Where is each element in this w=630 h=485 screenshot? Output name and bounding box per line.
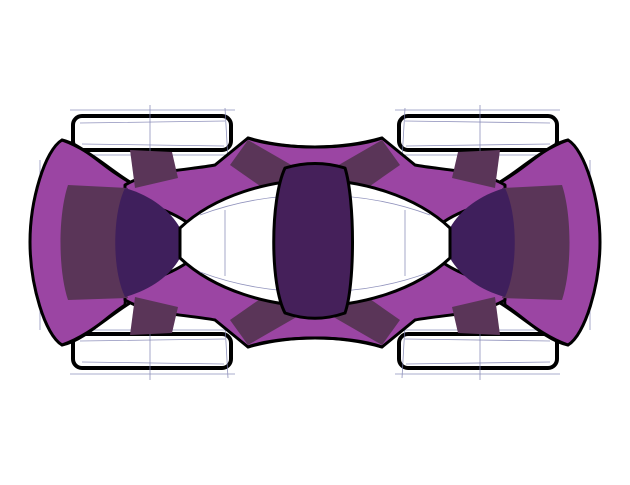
tire-front-right bbox=[71, 332, 233, 370]
cabin-wedges bbox=[115, 188, 515, 297]
tire-front-left bbox=[71, 114, 233, 152]
tire-rear-right bbox=[397, 332, 559, 370]
body-outline bbox=[60, 136, 570, 349]
tire-rear-left bbox=[397, 114, 559, 152]
nose-panels bbox=[60, 185, 570, 300]
roof bbox=[272, 162, 354, 320]
